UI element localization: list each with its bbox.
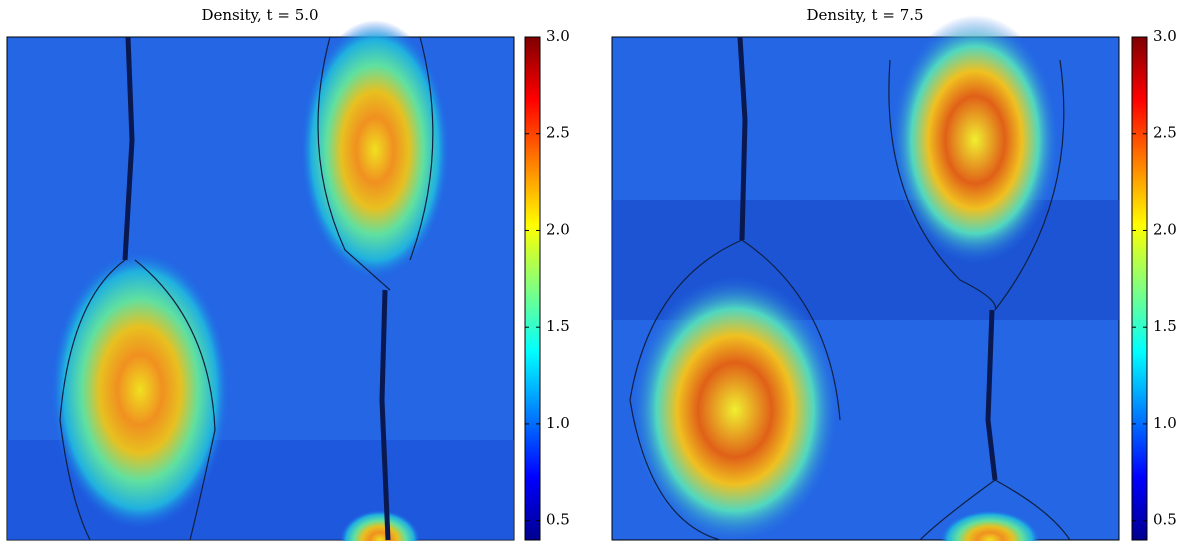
colorbar-tick-label: 1.5 xyxy=(1153,317,1177,335)
colorbar xyxy=(1131,36,1148,541)
colorbar-tick-label: 3.0 xyxy=(1153,27,1177,45)
colorbar-tick-label: 1.5 xyxy=(546,317,570,335)
colorbar-tick-label: 1.0 xyxy=(1153,414,1177,432)
density-field xyxy=(6,20,515,545)
colorbar-tick-label: 0.5 xyxy=(1153,511,1177,529)
colorbar-tick-label: 2.0 xyxy=(1153,220,1177,238)
panel-title: Density, t = 7.5 xyxy=(806,6,923,24)
colorbar-tick-label: 2.0 xyxy=(546,220,570,238)
colorbar-tick-label: 2.5 xyxy=(546,124,570,142)
colorbar xyxy=(524,36,541,541)
density-field xyxy=(611,15,1120,545)
colorbar-tick-label: 1.0 xyxy=(546,414,570,432)
colorbar-tick-label: 3.0 xyxy=(546,27,570,45)
colorbar-tick-label: 0.5 xyxy=(546,511,570,529)
colorbar-tick-label: 2.5 xyxy=(1153,124,1177,142)
panel-title: Density, t = 5.0 xyxy=(201,6,318,24)
